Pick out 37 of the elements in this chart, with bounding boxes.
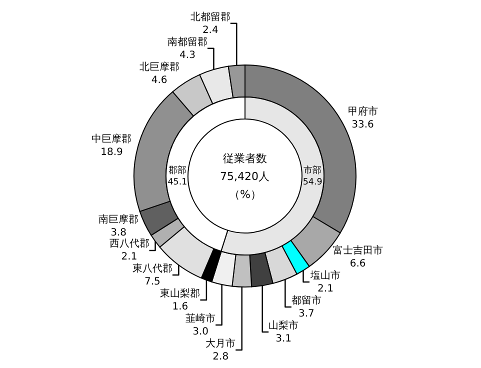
slice-label: 東山梨郡 xyxy=(160,287,200,300)
slice-label: 市部 xyxy=(304,164,322,176)
data-label: 2.1 xyxy=(121,251,138,262)
text: （%） xyxy=(229,188,262,201)
slice-label: 塩山市 xyxy=(309,270,340,282)
data-label: 2.8 xyxy=(212,351,229,362)
data-label: 54.9 xyxy=(302,177,322,188)
data-label: 4.3 xyxy=(180,50,196,61)
data-label: 2.1 xyxy=(318,284,334,295)
data-label: 4.6 xyxy=(151,74,168,86)
data-label: 3.0 xyxy=(192,326,209,338)
data-label: 6.6 xyxy=(350,258,366,270)
slice-label: 中巨摩郡 xyxy=(92,133,132,146)
slice-label: 韮崎市 xyxy=(186,312,216,324)
slice-label: 北巨摩郡 xyxy=(139,60,180,73)
data-label: 2.4 xyxy=(202,24,218,36)
slice-label: 郡部 xyxy=(168,164,186,176)
data-label: 3.8 xyxy=(110,227,126,238)
data-label: 1.6 xyxy=(172,301,188,312)
slice-label: 西八代郡 xyxy=(109,238,150,250)
text: 75,420人 xyxy=(220,170,270,183)
data-label: 7.5 xyxy=(144,276,160,288)
slice-label: 甲府市 xyxy=(348,106,378,118)
slice-label: 南都留郡 xyxy=(167,36,208,48)
slice-label: 南巨摩郡 xyxy=(98,213,139,226)
data-label: 45.1 xyxy=(168,177,188,188)
slice-label: 富士吉田市 xyxy=(332,244,383,257)
data-label: 18.9 xyxy=(100,147,123,158)
data-label: 33.6 xyxy=(352,120,374,131)
slice-label: 東八代郡 xyxy=(132,262,172,274)
slice-label: 都留市 xyxy=(291,294,322,307)
text: 従業者数 xyxy=(223,152,267,165)
slice-label: 山梨市 xyxy=(268,320,299,332)
slice-label: 大月市 xyxy=(206,337,236,350)
data-label: 3.1 xyxy=(276,334,292,345)
slice-label: 北都留郡 xyxy=(190,10,230,23)
data-label: 3.7 xyxy=(298,308,314,320)
